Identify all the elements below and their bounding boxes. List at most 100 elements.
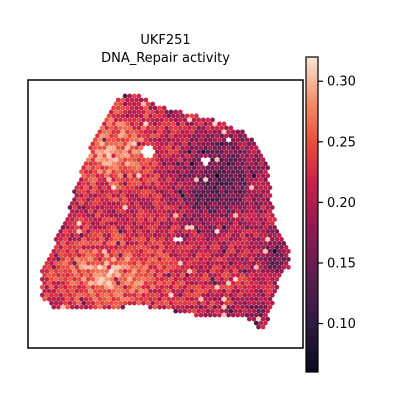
spot: [265, 213, 271, 218]
spot: [159, 189, 165, 194]
spot: [111, 193, 116, 198]
spot: [157, 233, 162, 238]
spot: [219, 245, 225, 250]
spot: [164, 189, 169, 194]
spot: [131, 109, 137, 115]
spot: [205, 276, 211, 282]
spot: [108, 284, 114, 290]
spot: [58, 284, 64, 290]
spot: [150, 237, 156, 242]
spot: [136, 189, 142, 194]
spot: [102, 193, 107, 198]
spot: [106, 113, 112, 119]
spot: [235, 248, 241, 254]
spot: [81, 252, 87, 258]
spot: [171, 217, 176, 222]
spot: [72, 276, 77, 282]
spot: [242, 229, 248, 234]
spot: [113, 300, 119, 306]
spot: [249, 296, 254, 302]
spot: [122, 93, 128, 99]
spot: [217, 264, 222, 270]
spot: [200, 284, 206, 290]
spot: [256, 181, 261, 186]
spot: [242, 221, 248, 226]
spot: [58, 252, 64, 258]
spot: [138, 185, 144, 190]
spot: [154, 109, 160, 115]
spot: [164, 300, 169, 306]
spot: [180, 113, 185, 119]
spot: [258, 201, 264, 206]
spot: [111, 296, 116, 302]
spot: [263, 288, 268, 294]
spot: [244, 225, 250, 230]
spot: [196, 252, 202, 258]
spot: [249, 241, 254, 246]
spot: [244, 241, 250, 246]
spot: [95, 221, 100, 226]
spot: [265, 292, 271, 298]
spot: [203, 185, 208, 190]
spot: [129, 201, 135, 206]
spot: [223, 157, 229, 163]
spot: [127, 268, 133, 274]
spot: [120, 193, 126, 198]
spot: [198, 153, 204, 159]
spot: [113, 229, 119, 234]
spot: [108, 268, 114, 274]
spot: [274, 260, 280, 266]
spot: [175, 129, 181, 135]
spot: [272, 288, 277, 294]
spot: [191, 237, 197, 242]
spot: [76, 189, 82, 194]
spot: [145, 300, 151, 306]
spot: [58, 245, 64, 250]
spot: [76, 221, 82, 226]
spot: [97, 264, 103, 270]
spot: [263, 272, 268, 278]
spot: [217, 161, 222, 167]
spot: [230, 248, 236, 254]
spot: [136, 260, 142, 266]
spot: [51, 248, 57, 254]
spot: [233, 213, 238, 218]
spot: [281, 248, 287, 254]
spot: [102, 256, 107, 262]
spot: [83, 209, 89, 214]
spot: [131, 141, 137, 147]
spot: [219, 149, 225, 155]
spot: [180, 296, 185, 302]
spot: [104, 245, 110, 250]
spot: [145, 292, 151, 298]
spot: [168, 165, 174, 171]
spot: [187, 245, 192, 250]
spot: [196, 133, 202, 139]
spot: [246, 308, 252, 314]
spot: [143, 248, 149, 254]
spot: [168, 284, 174, 290]
spot: [65, 225, 70, 230]
spot: [235, 185, 241, 190]
spot: [120, 145, 126, 151]
spot: [134, 201, 139, 206]
spot: [233, 237, 238, 242]
spot: [251, 252, 257, 258]
spot: [212, 296, 218, 302]
spot: [69, 264, 75, 270]
spot: [249, 225, 254, 230]
spot: [171, 296, 176, 302]
spot: [173, 284, 179, 290]
spot: [46, 288, 52, 294]
spot: [180, 145, 185, 151]
spot: [97, 153, 103, 159]
spot: [214, 149, 220, 155]
spot: [177, 141, 183, 147]
spot: [198, 161, 204, 167]
spot: [150, 109, 156, 115]
spot: [161, 105, 167, 111]
spot: [256, 284, 261, 290]
spot: [180, 153, 185, 159]
spot: [187, 237, 192, 242]
spot: [83, 296, 89, 302]
